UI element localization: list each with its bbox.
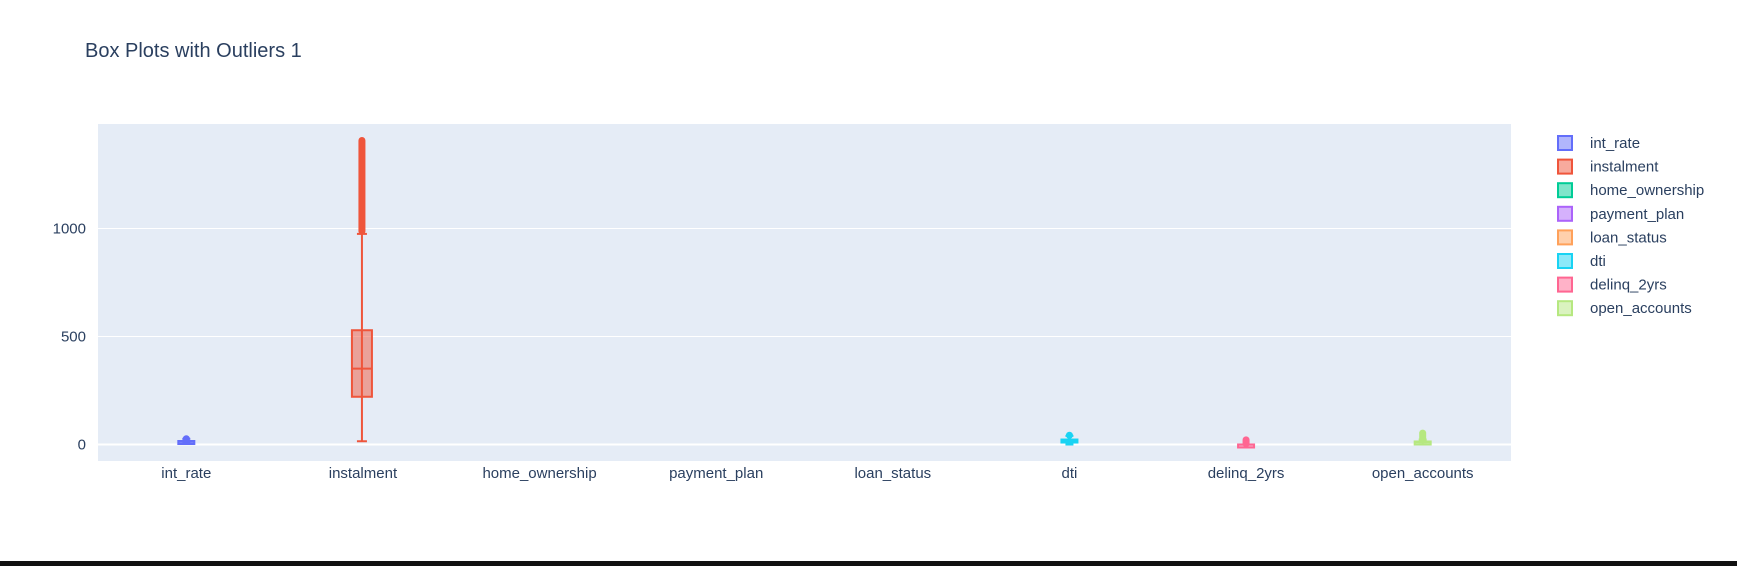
legend-swatch: [1557, 276, 1573, 293]
legend[interactable]: int_rate instalment home_ownership payment_…: [1557, 135, 1704, 317]
legend-label: instalment: [1590, 159, 1659, 176]
legend-item-loan_status[interactable]: loan_status: [1557, 229, 1667, 246]
x-tick-label: loan_status: [854, 465, 931, 482]
legend-label: payment_plan: [1590, 206, 1684, 223]
legend-swatch: [1557, 300, 1573, 317]
grid-lines: [98, 228, 1511, 446]
chart-title: Box Plots with Outliers 1: [85, 40, 302, 62]
axis-labels: 0 500 1000 int_rate instalment home_ownership…: [53, 221, 1474, 483]
legend-label: dti: [1590, 253, 1606, 270]
legend-label: int_rate: [1590, 135, 1640, 152]
box-instalment: [350, 136, 373, 443]
legend-item-home_ownership[interactable]: home_ownership: [1557, 182, 1704, 199]
x-tick-label: payment_plan: [669, 465, 763, 482]
y-tick-label: 0: [78, 437, 86, 454]
legend-swatch: [1557, 135, 1573, 151]
outlier-points: [182, 435, 190, 442]
legend-swatch: [1557, 158, 1573, 175]
legend-item-int_rate[interactable]: int_rate: [1557, 135, 1640, 152]
x-tick-label: home_ownership: [482, 465, 596, 482]
legend-item-payment_plan[interactable]: payment_plan: [1557, 205, 1684, 223]
legend-item-dti[interactable]: dti: [1557, 253, 1606, 270]
legend-item-open_accounts[interactable]: open_accounts: [1557, 300, 1692, 317]
outlier-points: [1419, 429, 1427, 443]
legend-label: delinq_2yrs: [1590, 277, 1667, 294]
legend-label: loan_status: [1590, 229, 1667, 246]
outlier-points: [1065, 431, 1073, 439]
legend-swatch: [1557, 182, 1573, 199]
box-series: [177, 136, 1432, 449]
box-dti: [1060, 431, 1079, 446]
outlier-points: [358, 136, 366, 235]
box-iqr: [350, 329, 373, 398]
legend-swatch: [1557, 205, 1573, 222]
legend-item-instalment[interactable]: instalment: [1557, 158, 1659, 176]
legend-label: home_ownership: [1590, 182, 1704, 199]
box-int_rate: [177, 435, 196, 446]
x-tick-label: instalment: [329, 465, 398, 482]
legend-swatch: [1557, 253, 1573, 269]
bottom-border: [0, 561, 1737, 566]
x-tick-label: dti: [1062, 465, 1078, 482]
outlier-points: [1242, 436, 1250, 448]
x-tick-label: delinq_2yrs: [1208, 465, 1285, 482]
legend-swatch: [1557, 229, 1573, 246]
y-tick-label: 1000: [53, 221, 86, 238]
x-tick-label: open_accounts: [1372, 465, 1474, 482]
plot-background: [98, 124, 1511, 461]
y-tick-label: 500: [61, 329, 86, 346]
legend-label: open_accounts: [1590, 300, 1692, 317]
box-open_accounts: [1413, 429, 1432, 446]
box-delinq_2yrs: [1237, 436, 1256, 449]
x-tick-label: int_rate: [161, 465, 211, 482]
legend-item-delinq_2yrs[interactable]: delinq_2yrs: [1557, 276, 1667, 294]
